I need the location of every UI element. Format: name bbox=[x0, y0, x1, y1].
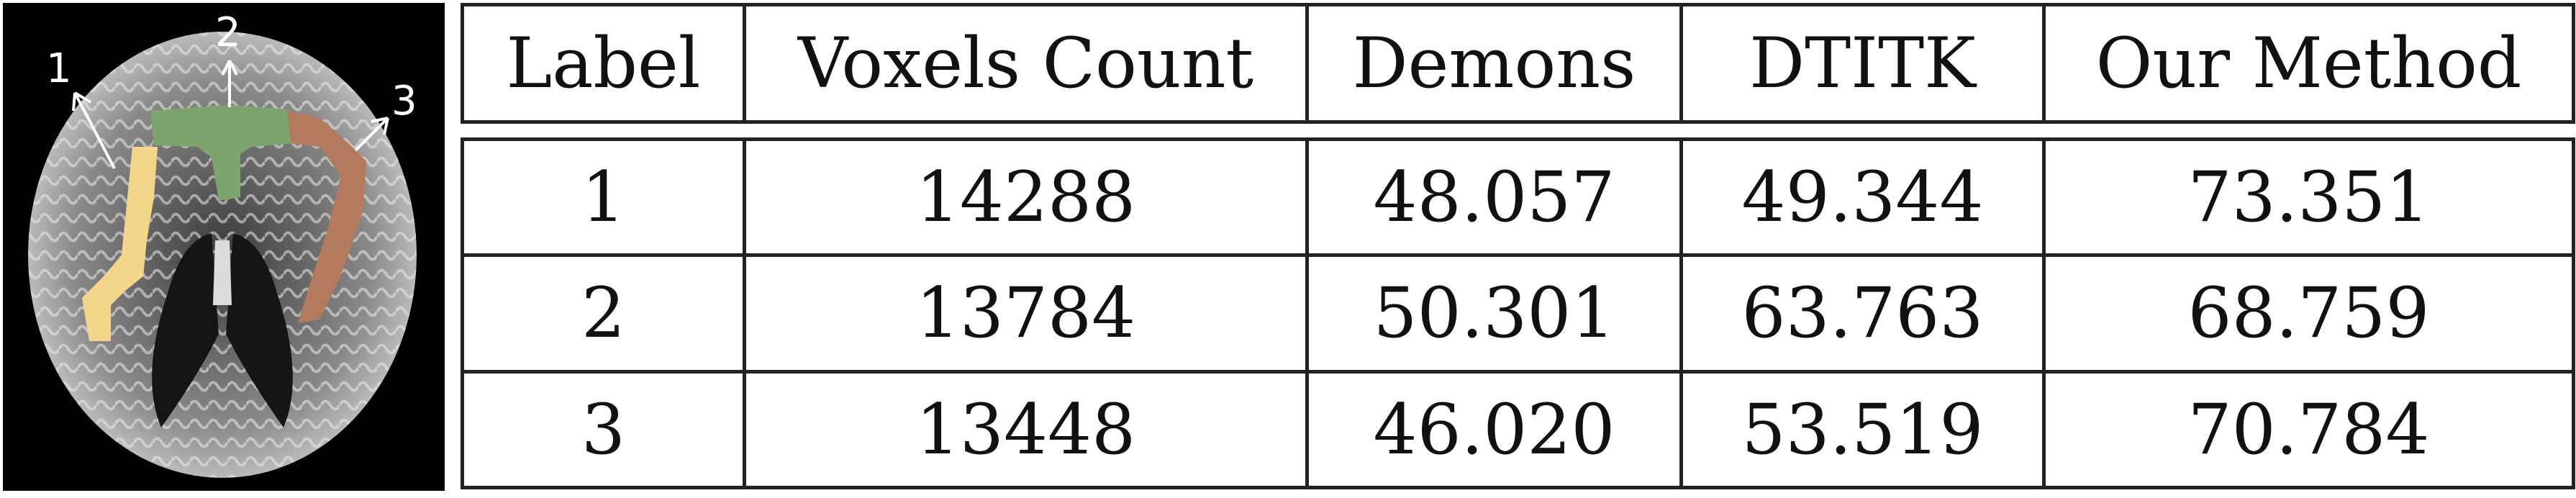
svg-text:2: 2 bbox=[215, 9, 241, 56]
table-row: 3 13448 46.020 53.519 70.784 bbox=[461, 369, 2575, 490]
header-demons: Demons bbox=[1305, 3, 1683, 124]
table-row: 2 13784 50.301 63.763 68.759 bbox=[461, 253, 2575, 374]
cell-our-method: 70.784 bbox=[2042, 369, 2575, 490]
brain-slice-figure: 1 2 3 bbox=[3, 3, 445, 491]
cell-our-method: 73.351 bbox=[2042, 137, 2575, 258]
region-2 bbox=[150, 105, 294, 201]
cell-dtitk: 49.344 bbox=[1679, 137, 2046, 258]
svg-text:1: 1 bbox=[46, 45, 72, 92]
region-3 bbox=[287, 111, 366, 323]
cell-dtitk: 63.763 bbox=[1679, 253, 2046, 374]
cell-label: 3 bbox=[461, 369, 746, 490]
cell-dtitk: 53.519 bbox=[1679, 369, 2046, 490]
header-label: Label bbox=[461, 3, 746, 124]
table-row: 1 14288 48.057 49.344 73.351 bbox=[461, 137, 2575, 258]
cell-voxels-count: 14288 bbox=[743, 137, 1309, 258]
header-dtitk: DTITK bbox=[1679, 3, 2046, 124]
header-our-method: Our Method bbox=[2042, 3, 2575, 124]
callout-2: 2 bbox=[215, 9, 241, 107]
cell-demons: 48.057 bbox=[1305, 137, 1683, 258]
table-header-row: Label Voxels Count Demons DTITK Our Meth… bbox=[461, 3, 2575, 124]
svg-text:3: 3 bbox=[391, 78, 417, 124]
cell-label: 1 bbox=[461, 137, 746, 258]
results-table: Label Voxels Count Demons DTITK Our Meth… bbox=[461, 3, 2575, 490]
cell-demons: 50.301 bbox=[1305, 253, 1683, 374]
cell-our-method: 68.759 bbox=[2042, 253, 2575, 374]
results-table-container: Label Voxels Count Demons DTITK Our Meth… bbox=[461, 3, 2575, 490]
cell-voxels-count: 13448 bbox=[743, 369, 1309, 490]
callout-3: 3 bbox=[354, 78, 417, 152]
region-1 bbox=[82, 147, 158, 341]
cell-demons: 46.020 bbox=[1305, 369, 1683, 490]
header-voxels-count: Voxels Count bbox=[743, 3, 1309, 124]
callout-1: 1 bbox=[46, 45, 116, 169]
cell-label: 2 bbox=[461, 253, 746, 374]
cell-voxels-count: 13784 bbox=[743, 253, 1309, 374]
header-gap bbox=[462, 120, 2574, 141]
